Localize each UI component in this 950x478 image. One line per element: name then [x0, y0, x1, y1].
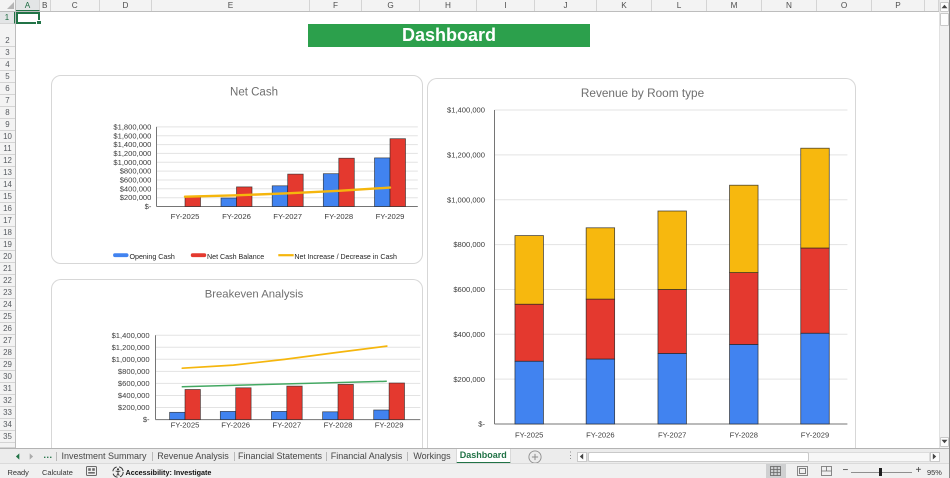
svg-text:$800,000: $800,000 — [120, 166, 152, 175]
svg-text:$400,000: $400,000 — [120, 184, 152, 193]
svg-text:FY-2029: FY-2029 — [375, 421, 404, 430]
svg-text:Opening Cash: Opening Cash — [130, 253, 175, 261]
svg-text:FY-2029: FY-2029 — [801, 430, 829, 439]
svg-text:$400,000: $400,000 — [453, 329, 485, 338]
svg-text:FY-2026: FY-2026 — [586, 430, 614, 439]
svg-text:$-: $- — [478, 419, 485, 428]
svg-text:$400,000: $400,000 — [118, 391, 150, 400]
svg-text:$1,800,000: $1,800,000 — [113, 122, 151, 131]
svg-text:Net Cash Balance: Net Cash Balance — [207, 253, 264, 261]
svg-text:FY-2026: FY-2026 — [221, 421, 250, 430]
svg-text:$-: $- — [143, 416, 150, 425]
svg-text:$200,000: $200,000 — [453, 374, 485, 383]
svg-text:$-: $- — [145, 202, 152, 211]
svg-text:$600,000: $600,000 — [118, 379, 150, 388]
svg-text:FY-2027: FY-2027 — [273, 212, 302, 221]
svg-text:FY-2025: FY-2025 — [171, 212, 200, 221]
svg-text:$800,000: $800,000 — [118, 367, 150, 376]
svg-text:$1,400,000: $1,400,000 — [113, 140, 151, 149]
svg-text:$800,000: $800,000 — [453, 240, 485, 249]
svg-text:Net Increase / Decrease in Cas: Net Increase / Decrease in Cash — [294, 253, 397, 261]
svg-text:$1,600,000: $1,600,000 — [113, 131, 151, 140]
svg-text:Breakeven Analysis: Breakeven Analysis — [205, 289, 304, 301]
svg-text:$1,000,000: $1,000,000 — [112, 355, 150, 364]
svg-text:$1,000,000: $1,000,000 — [113, 157, 151, 166]
svg-text:FY-2028: FY-2028 — [730, 430, 758, 439]
svg-text:$1,400,000: $1,400,000 — [447, 105, 485, 114]
svg-text:FY-2027: FY-2027 — [272, 421, 301, 430]
svg-text:FY-2025: FY-2025 — [515, 430, 543, 439]
svg-text:FY-2028: FY-2028 — [324, 212, 353, 221]
svg-text:$1,200,000: $1,200,000 — [113, 149, 151, 158]
svg-text:$600,000: $600,000 — [120, 175, 152, 184]
svg-text:$200,000: $200,000 — [120, 193, 152, 202]
svg-text:Revenue by Room type: Revenue by Room type — [581, 85, 705, 99]
svg-text:$1,000,000: $1,000,000 — [447, 195, 485, 204]
svg-text:$1,200,000: $1,200,000 — [112, 343, 150, 352]
svg-text:FY-2025: FY-2025 — [171, 421, 200, 430]
svg-text:$200,000: $200,000 — [118, 404, 150, 413]
svg-text:$1,200,000: $1,200,000 — [447, 150, 485, 159]
svg-text:Net Cash: Net Cash — [230, 86, 278, 98]
svg-text:$600,000: $600,000 — [453, 285, 485, 294]
svg-text:FY-2027: FY-2027 — [658, 430, 686, 439]
svg-text:FY-2029: FY-2029 — [376, 212, 405, 221]
svg-text:FY-2026: FY-2026 — [222, 212, 251, 221]
svg-text:FY-2028: FY-2028 — [324, 421, 353, 430]
svg-text:$1,400,000: $1,400,000 — [112, 331, 150, 340]
